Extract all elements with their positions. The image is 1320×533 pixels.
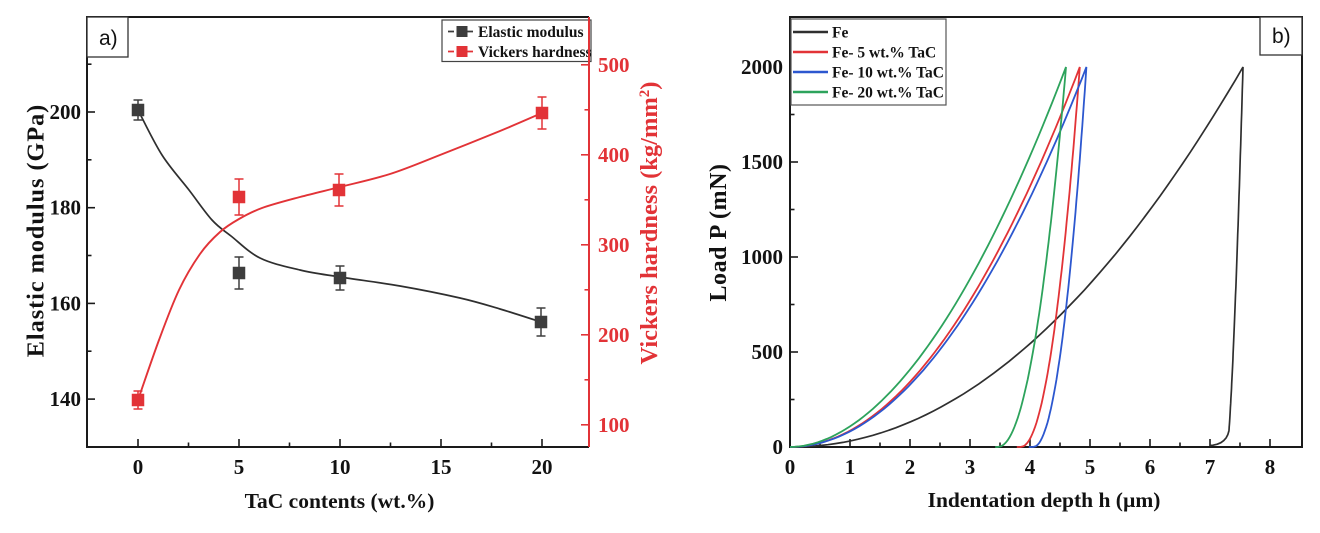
svg-text:0: 0 [133,455,144,479]
svg-text:300: 300 [598,233,630,257]
svg-text:TaC contents (wt.%): TaC contents (wt.%) [245,489,435,513]
svg-text:b): b) [1272,25,1291,48]
svg-text:1500: 1500 [741,150,783,174]
svg-text:Load P (mN): Load P (mN) [706,163,732,301]
svg-text:2000: 2000 [741,55,783,79]
svg-text:Elastic modulus: Elastic modulus [478,24,584,41]
svg-text:5: 5 [1085,455,1096,479]
svg-text:0: 0 [773,435,784,459]
svg-text:15: 15 [431,455,452,479]
svg-text:2: 2 [905,455,916,479]
svg-text:Indentation depth h (µm): Indentation depth h (µm) [928,488,1161,512]
svg-text:200: 200 [50,100,82,124]
svg-text:Fe- 5 wt.% TaC: Fe- 5 wt.% TaC [832,45,936,62]
svg-text:400: 400 [598,143,630,167]
svg-text:180: 180 [50,196,82,220]
svg-text:3: 3 [965,455,976,479]
svg-text:500: 500 [598,53,630,77]
svg-text:1000: 1000 [741,245,783,269]
svg-text:20: 20 [532,455,553,479]
svg-text:Vickers hardness: Vickers hardness [478,44,592,61]
svg-text:160: 160 [50,291,82,315]
svg-text:a): a) [99,27,118,50]
svg-text:100: 100 [598,413,630,437]
svg-text:4: 4 [1025,455,1036,479]
svg-text:10: 10 [330,455,351,479]
svg-text:500: 500 [752,340,784,364]
svg-text:140: 140 [50,387,82,411]
svg-text:5: 5 [234,455,245,479]
svg-text:7: 7 [1205,455,1216,479]
svg-text:Fe- 20 wt.% TaC: Fe- 20 wt.% TaC [832,85,944,102]
svg-text:Fe: Fe [832,25,848,42]
svg-text:Elastic modulus (GPa): Elastic modulus (GPa) [23,104,50,358]
svg-text:Vickers hardness (kg/mm2): Vickers hardness (kg/mm2) [636,82,663,365]
svg-text:200: 200 [598,323,630,347]
svg-text:6: 6 [1145,455,1156,479]
svg-text:8: 8 [1265,455,1276,479]
svg-text:0: 0 [785,455,796,479]
svg-text:1: 1 [845,455,856,479]
svg-text:Fe- 10 wt.% TaC: Fe- 10 wt.% TaC [832,65,944,82]
